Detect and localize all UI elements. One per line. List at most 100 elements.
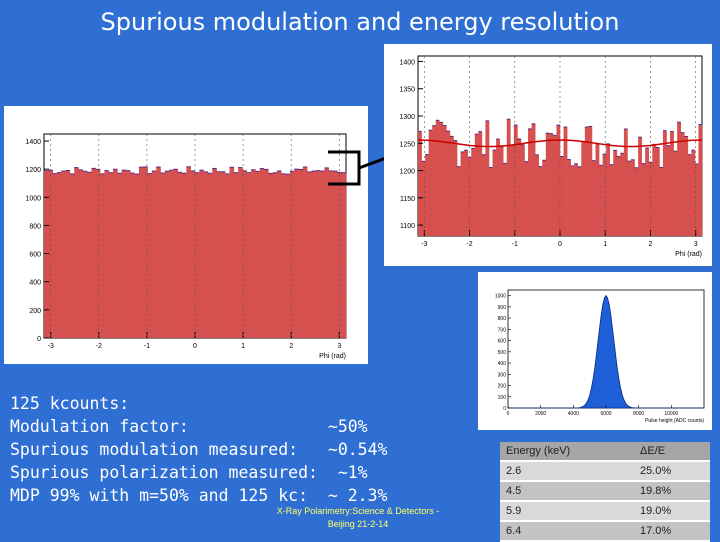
energy-spectrum: 0 100 200 300 400 500 600 700 800 900 1000 0 2000 400… — [478, 272, 712, 430]
histogram-bar — [531, 123, 536, 236]
histogram-bar — [298, 169, 304, 338]
histogram-bar — [255, 171, 261, 338]
x-axis-label: Phi (rad) — [675, 251, 702, 258]
x-tick-label: -2 — [466, 241, 472, 248]
x-tick-label: 1 — [241, 343, 245, 350]
histogram-bar — [104, 170, 110, 338]
histogram-bar — [471, 148, 476, 236]
histogram-bar — [225, 173, 230, 338]
histogram-bar — [169, 170, 174, 338]
histogram-bar — [517, 138, 522, 236]
x-tick-label: 6000 — [600, 411, 611, 417]
table-header: Energy (keV) — [500, 442, 635, 462]
histogram-bar — [233, 172, 239, 338]
histogram-bar — [616, 156, 621, 236]
x-tick-label: 8000 — [633, 411, 644, 417]
histogram-bar — [609, 164, 614, 236]
x-tick-label: -1 — [512, 241, 518, 248]
x-tick-label: 4000 — [568, 411, 579, 417]
histogram-bar — [425, 154, 429, 236]
y-tick-label: 1000 — [495, 294, 506, 300]
histogram-bar — [328, 170, 334, 338]
fit-curve — [417, 139, 703, 148]
table-header: ΔE/E — [634, 442, 710, 462]
histogram-bar — [687, 154, 692, 236]
histogram-bar — [182, 173, 187, 338]
histogram-bar — [143, 166, 148, 338]
histogram-bar — [510, 145, 515, 236]
histogram-bar — [69, 173, 75, 338]
y-tick-label: 600 — [29, 252, 41, 259]
histogram-bar — [524, 161, 529, 236]
histogram-bar — [680, 132, 685, 236]
histogram-bar — [499, 146, 504, 236]
y-tick-label: 800 — [29, 223, 41, 230]
slide-title: Spurious modulation and energy resolutio… — [100, 8, 620, 36]
histogram-bar — [659, 167, 664, 236]
histogram-bar — [108, 172, 114, 338]
histogram-bar — [641, 163, 646, 236]
histogram-bar — [449, 136, 454, 236]
histogram-bar — [599, 165, 603, 236]
summary-line: 125 kcounts: — [10, 394, 130, 413]
histogram-bar — [156, 166, 161, 338]
histogram-bar — [164, 171, 170, 338]
histogram-bar — [563, 127, 568, 236]
histogram-bar — [117, 173, 122, 338]
x-tick-label: -3 — [421, 241, 427, 248]
histogram-bar — [567, 159, 571, 236]
histogram-bar — [670, 131, 674, 236]
histogram-bar — [464, 150, 468, 236]
histogram-bar — [264, 169, 269, 338]
histogram-bar — [186, 166, 191, 338]
histogram-bar — [453, 140, 458, 236]
y-tick-label: 0 — [37, 336, 41, 343]
histogram-bar — [87, 172, 92, 338]
histogram-bar — [52, 173, 58, 338]
histogram-bar — [337, 172, 342, 338]
y-tick-label: 200 — [29, 308, 41, 315]
y-tick-label: 0 — [503, 406, 506, 412]
table-cell: 19.8% — [634, 481, 710, 502]
histogram-bar — [203, 171, 209, 338]
y-tick-label: 1150 — [400, 196, 415, 203]
y-tick-label: 1250 — [399, 141, 415, 148]
footer-citation: X-Ray Polarimetry:Science & Detectors - … — [250, 505, 466, 531]
histogram-bar — [631, 159, 635, 236]
histogram-bar — [61, 171, 66, 338]
histogram-bar — [173, 169, 179, 338]
histogram-bar — [311, 171, 317, 338]
x-tick-label: 2 — [289, 343, 293, 350]
histogram-bar — [281, 173, 286, 338]
histogram-bar — [538, 166, 543, 236]
y-tick-label: 1200 — [399, 169, 415, 176]
histogram-bar — [542, 160, 547, 236]
x-tick-label: 0 — [507, 411, 510, 417]
table-row: 5.9 19.0% — [500, 501, 710, 522]
histogram-bar — [552, 135, 557, 236]
summary-line: Spurious modulation measured: ~0.54% — [10, 440, 388, 459]
y-tick-label: 1400 — [399, 59, 415, 66]
histogram-bar — [549, 133, 554, 236]
y-tick-label: 400 — [29, 280, 41, 287]
histogram-bar — [666, 145, 671, 236]
histogram-bar — [492, 150, 497, 236]
histogram-bar — [545, 133, 550, 236]
histogram-bar — [478, 131, 483, 236]
histogram-bar — [556, 125, 561, 236]
y-tick-label: 500 — [498, 350, 507, 356]
y-tick-label: 400 — [498, 361, 507, 367]
histogram-bar — [460, 151, 465, 236]
histogram-bar — [276, 170, 282, 338]
y-tick-label: 800 — [498, 316, 507, 322]
histogram-bar — [177, 172, 183, 338]
x-tick-label: 2000 — [535, 411, 546, 417]
table-cell: 6.4 — [500, 521, 635, 542]
histogram-bar — [595, 143, 600, 236]
histogram-bar — [694, 164, 699, 236]
histogram-bar — [74, 167, 79, 338]
energy-resolution-table: Energy (keV) ΔE/E 2.6 25.0% 4.5 19.8% 5.… — [500, 442, 710, 542]
histogram-bar — [481, 154, 486, 236]
table-cell: 25.0% — [634, 461, 710, 482]
